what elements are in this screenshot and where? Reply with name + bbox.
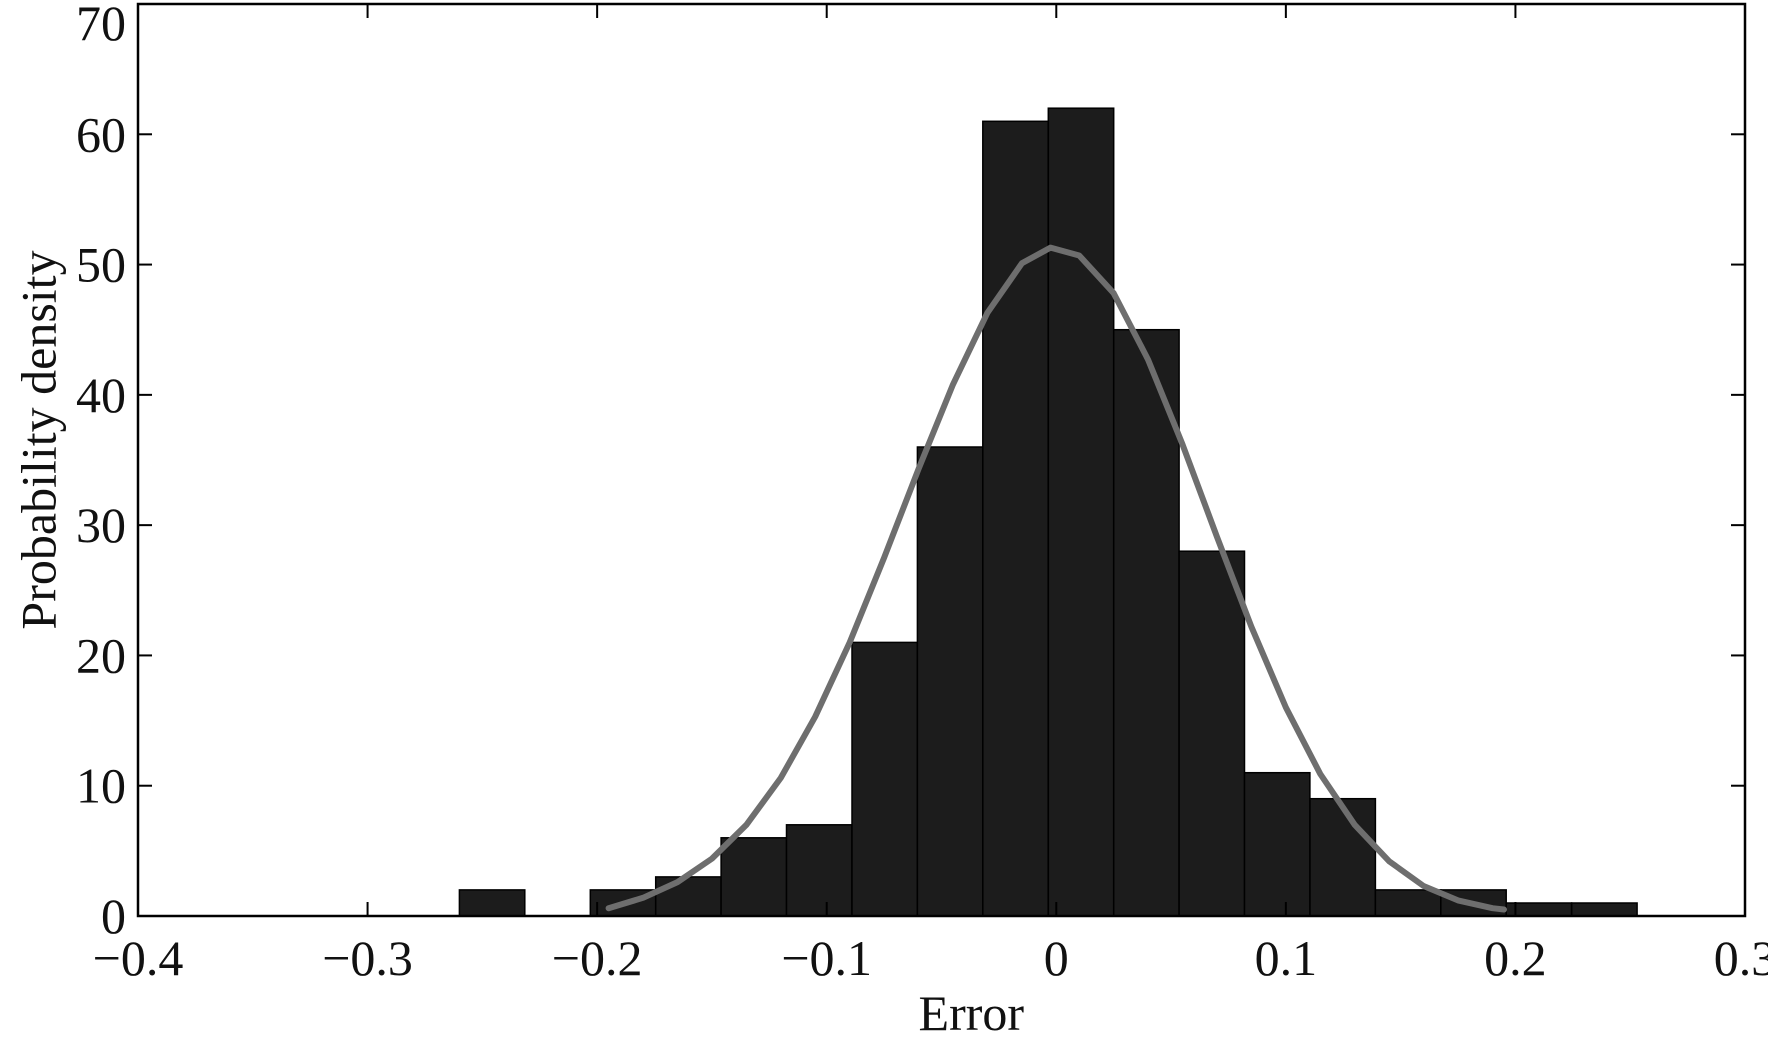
histogram-bar-0	[458, 889, 526, 917]
histogram-bar-2	[654, 876, 722, 917]
y-tick-label-7: 70	[76, 0, 126, 51]
plot-frame	[136, 2, 1747, 918]
x-tick-label-3: −0.1	[781, 930, 872, 986]
histogram-bar-9	[1112, 328, 1180, 917]
histogram-bars	[458, 107, 1638, 917]
x-tick-label-7: 0.3	[1714, 930, 1768, 986]
y-tick-label-4: 40	[76, 367, 126, 423]
y-tick-label-1: 10	[76, 758, 126, 814]
histogram-bar-6	[916, 446, 984, 917]
y-axis-ticks: 0 10 20 30 40 50 60 70	[76, 0, 1745, 944]
y-tick-label-6: 60	[76, 106, 126, 162]
histogram-bar-16	[1570, 902, 1638, 917]
y-tick-label-5: 50	[76, 237, 126, 293]
histogram-bar-5	[851, 641, 919, 917]
x-axis-label: Error	[919, 985, 1025, 1040]
y-tick-label-2: 20	[76, 627, 126, 683]
x-tick-label-2: −0.2	[552, 930, 643, 986]
x-tick-label-0: −0.4	[93, 930, 184, 986]
y-tick-label-3: 30	[76, 497, 126, 553]
y-axis-label: Probability density	[11, 250, 67, 629]
histogram-bar-13	[1374, 889, 1442, 917]
y-tick-label-0: 0	[101, 888, 126, 944]
density-curve-layer	[605, 244, 1507, 913]
histogram-bar-3	[720, 837, 788, 917]
x-tick-label-6: 0.2	[1484, 930, 1547, 986]
histogram-bar-10	[1178, 550, 1246, 917]
histogram-bar-8	[1047, 107, 1115, 917]
histogram-bar-11	[1243, 771, 1311, 917]
histogram-bar-4	[785, 824, 853, 917]
x-tick-label-1: −0.3	[322, 930, 413, 986]
histogram-bar-7	[982, 120, 1049, 917]
x-tick-label-5: 0.1	[1255, 930, 1318, 986]
histogram-bar-12	[1309, 797, 1377, 917]
x-tick-label-4: 0	[1044, 930, 1069, 986]
x-axis-ticks: −0.4 −0.3 −0.2 −0.1 0 0.1 0.2 0.3	[93, 4, 1768, 986]
density-curve	[605, 244, 1507, 913]
